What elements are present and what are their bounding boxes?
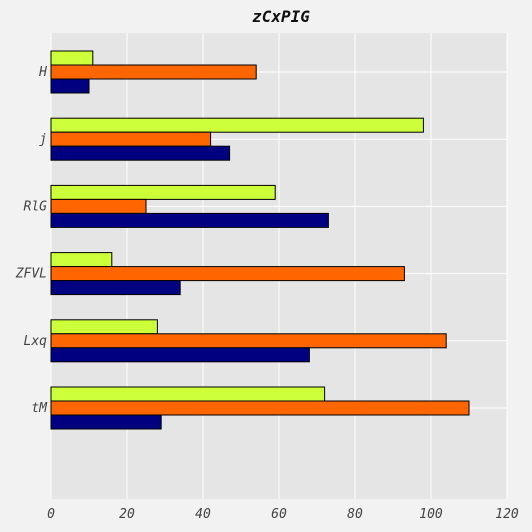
y-tick-label: ZFVL <box>15 267 47 282</box>
bar <box>50 145 231 161</box>
y-tick-label: j <box>39 132 47 147</box>
bar <box>50 64 257 80</box>
bar <box>50 252 113 268</box>
x-tick-labels: 0 20 40 60 80 100 120 <box>47 507 519 522</box>
bar <box>50 386 326 402</box>
y-tick-label: H <box>38 65 47 80</box>
bars-group <box>50 50 470 430</box>
bar <box>50 280 181 296</box>
y-tick-labels: Hj RlG ZFVL Lxq tM <box>15 65 48 416</box>
bar <box>50 117 424 133</box>
bar <box>50 78 90 94</box>
bar <box>50 347 310 363</box>
x-tick-label: 120 <box>495 507 519 522</box>
bar <box>50 266 405 282</box>
chart-title: zCxPIG <box>252 7 310 26</box>
bar <box>50 400 470 416</box>
bar <box>50 198 147 214</box>
bar <box>50 131 212 147</box>
y-tick-label: Lxq <box>24 334 48 349</box>
x-tick-label: 100 <box>419 507 443 522</box>
bar <box>50 414 162 430</box>
y-tick-label: RlG <box>24 199 48 214</box>
bar <box>50 184 276 200</box>
x-tick-label: 80 <box>347 507 363 522</box>
bar <box>50 212 329 228</box>
bar <box>50 333 447 349</box>
y-tick-label: tM <box>31 401 48 416</box>
x-tick-label: 40 <box>195 507 211 522</box>
x-tick-label: 20 <box>119 507 135 522</box>
x-tick-label: 0 <box>47 507 55 522</box>
x-tick-label: 60 <box>271 507 287 522</box>
bar <box>50 50 94 66</box>
bar <box>50 319 158 335</box>
